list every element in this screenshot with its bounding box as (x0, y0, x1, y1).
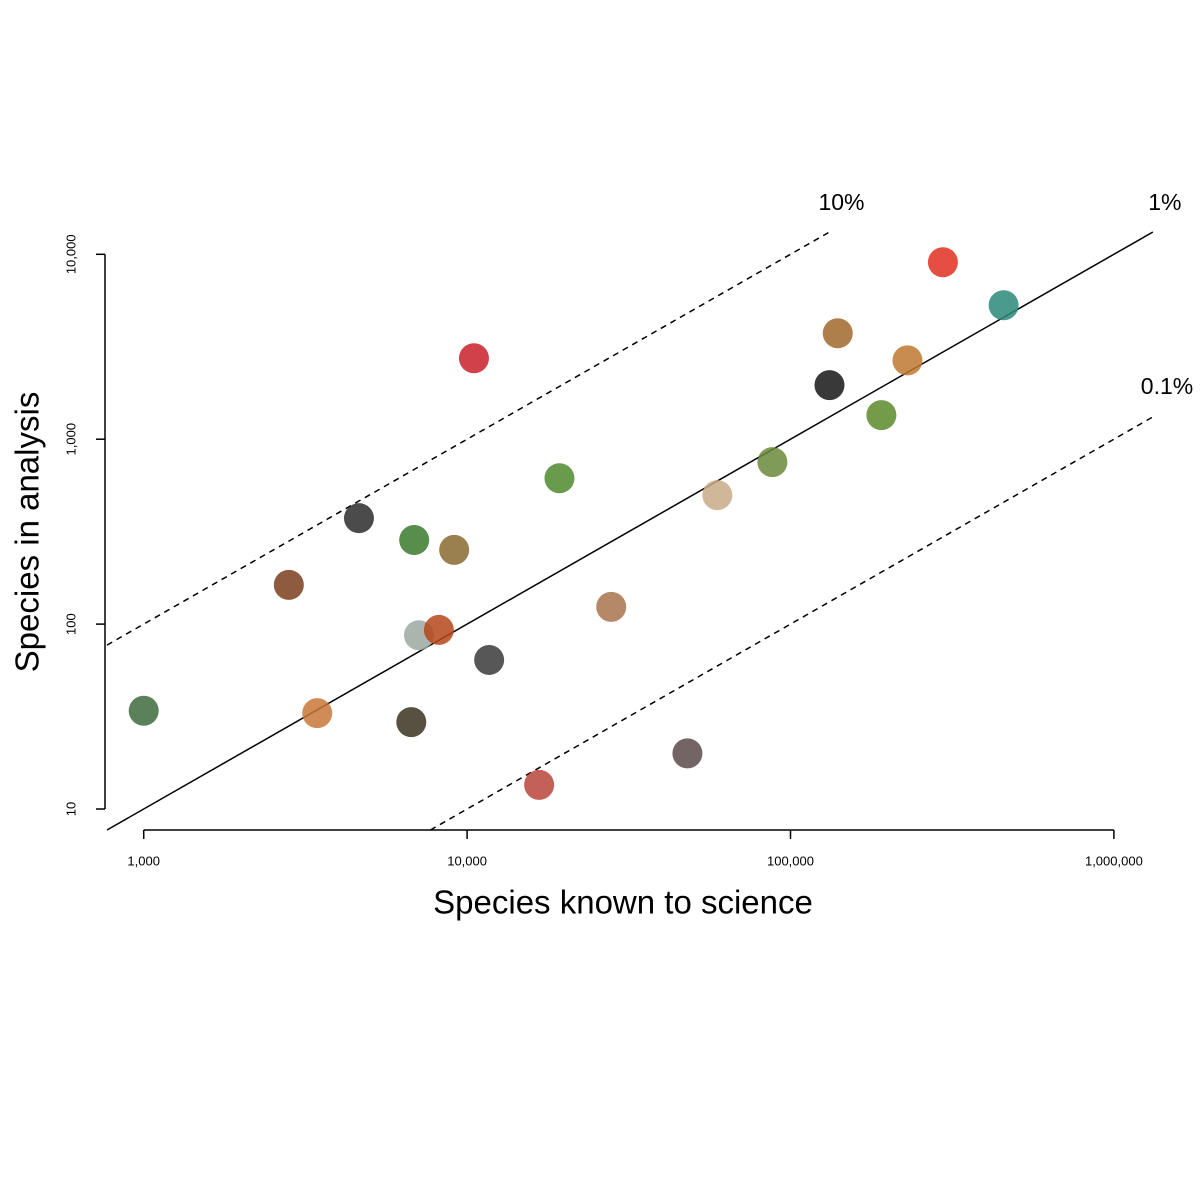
point (524, 769, 555, 800)
point (866, 400, 897, 431)
point (474, 644, 505, 675)
x-axis-title: Species known to science (433, 884, 813, 921)
y-tick-label: 100 (63, 613, 78, 635)
point (702, 480, 733, 511)
y-tick-label: 10 (63, 802, 78, 816)
reference-label: 0.1% (1141, 373, 1193, 399)
point (544, 463, 575, 494)
point (343, 503, 374, 534)
point (596, 591, 627, 622)
point (672, 738, 703, 769)
point (814, 370, 845, 401)
reference-label: 1% (1148, 189, 1181, 215)
point (399, 525, 430, 556)
x-tick-label: 1,000,000 (1085, 853, 1143, 868)
point (128, 695, 159, 726)
reference-line (106, 231, 1154, 831)
point (927, 247, 958, 278)
y-axis-title: Species in analysis (9, 392, 46, 673)
point (302, 698, 333, 729)
point (423, 614, 454, 645)
y-tick-label: 1,000 (63, 423, 78, 456)
point (439, 534, 470, 565)
point (757, 447, 788, 478)
y-tick-label: 10,000 (63, 234, 78, 274)
reference-line (430, 415, 1156, 831)
x-tick-label: 10,000 (447, 853, 487, 868)
point (458, 343, 489, 374)
point (822, 318, 853, 349)
point (396, 707, 427, 738)
point (273, 569, 304, 600)
reference-line (106, 231, 830, 646)
point (988, 290, 1019, 321)
point (892, 345, 923, 376)
reference-label: 10% (818, 189, 864, 215)
x-tick-label: 1,000 (127, 853, 160, 868)
x-tick-label: 100,000 (767, 853, 814, 868)
